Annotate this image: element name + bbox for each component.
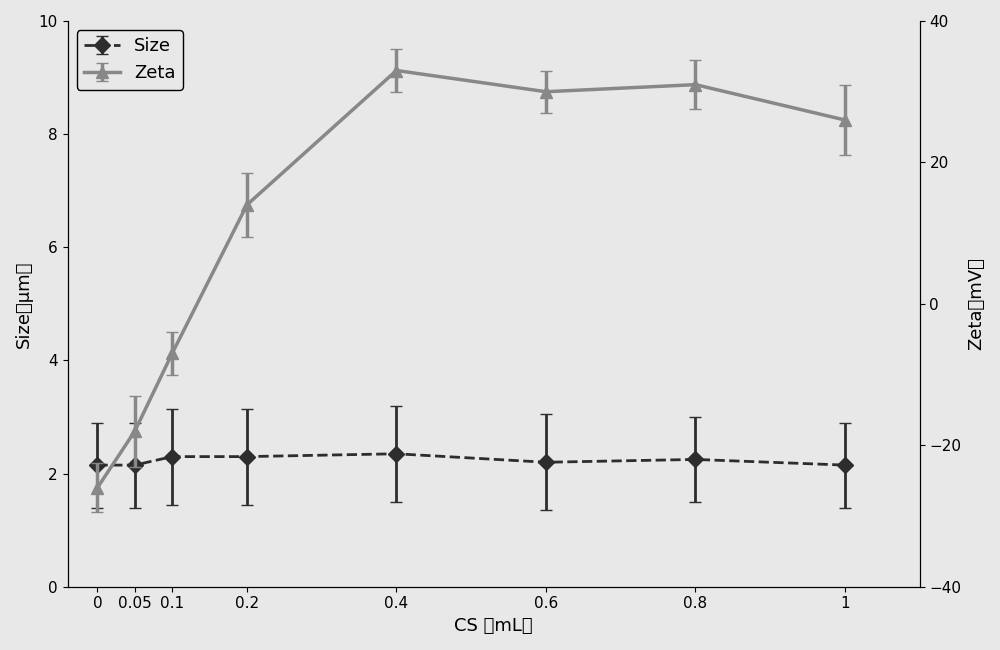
Y-axis label: Zeta（mV）: Zeta（mV）	[967, 257, 985, 350]
X-axis label: CS （mL）: CS （mL）	[454, 617, 533, 635]
Y-axis label: Size（μm）: Size（μm）	[15, 260, 33, 348]
Legend: Size, Zeta: Size, Zeta	[77, 30, 183, 90]
